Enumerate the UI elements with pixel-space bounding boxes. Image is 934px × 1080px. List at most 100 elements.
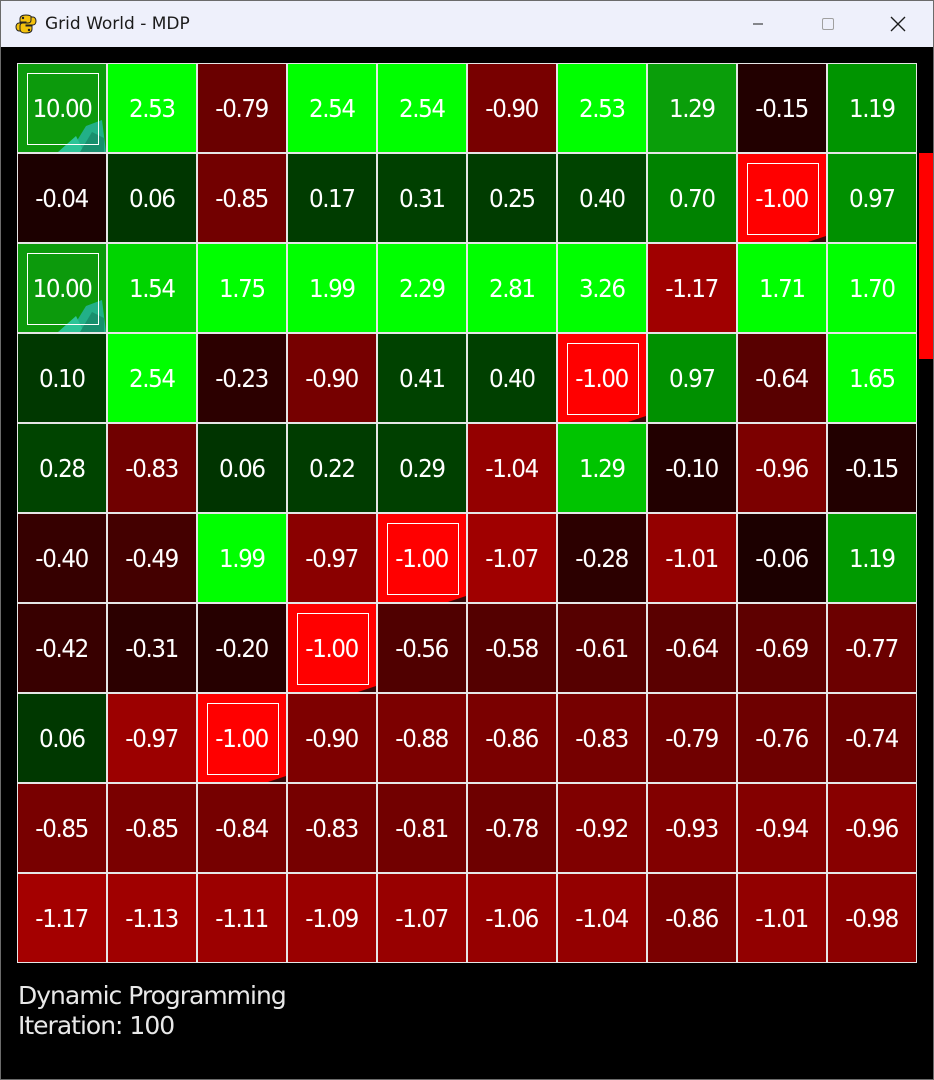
grid-cell: 1.75 <box>197 243 287 333</box>
cell-value: 1.29 <box>579 453 626 483</box>
cell-value: -0.86 <box>665 903 720 933</box>
cell-value: -1.17 <box>35 903 90 933</box>
trap-frame <box>387 523 459 595</box>
grid-cell: -0.15 <box>827 423 917 513</box>
trap-marker-icon <box>448 596 466 602</box>
cell-value: -0.23 <box>215 363 270 393</box>
cell-value: -0.58 <box>485 633 540 663</box>
cell-value: 0.10 <box>39 363 86 393</box>
grid-cell: -0.85 <box>107 783 197 873</box>
minimize-button[interactable] <box>723 1 793 47</box>
maximize-button[interactable] <box>793 1 863 47</box>
cell-value: -0.83 <box>125 453 180 483</box>
cell-value: -1.07 <box>485 543 540 573</box>
trap-marker-icon <box>268 776 286 782</box>
cell-value: -0.85 <box>35 813 90 843</box>
grid-cell: -0.77 <box>827 603 917 693</box>
cell-value: -1.00 <box>755 183 810 213</box>
grid-cell: -0.83 <box>107 423 197 513</box>
grid-cell: -0.85 <box>17 783 107 873</box>
grid-cell: -0.49 <box>107 513 197 603</box>
grid-cell: 3.26 <box>557 243 647 333</box>
cell-value: -0.90 <box>305 363 360 393</box>
grid-cell: -0.94 <box>737 783 827 873</box>
grid-cell: -0.78 <box>467 783 557 873</box>
python-snake-icon <box>15 14 37 34</box>
grid-cell: 2.53 <box>557 63 647 153</box>
cell-value: 0.70 <box>669 183 716 213</box>
cell-value: 2.29 <box>399 273 446 303</box>
grid-cell: -0.96 <box>827 783 917 873</box>
grid-cell: 1.19 <box>827 513 917 603</box>
cell-value: 2.54 <box>129 363 176 393</box>
goal-frame <box>27 253 99 325</box>
grid-cell: -1.06 <box>467 873 557 963</box>
cell-value: -1.04 <box>575 903 630 933</box>
title-bar[interactable]: Grid World - MDP <box>1 1 933 47</box>
trap-marker-icon <box>628 416 646 422</box>
close-button[interactable] <box>863 1 933 47</box>
cell-value: 0.17 <box>309 183 356 213</box>
grid-cell: -1.07 <box>377 873 467 963</box>
grid-cell: -0.42 <box>17 603 107 693</box>
cell-value: 1.19 <box>849 93 896 123</box>
cell-value: 0.40 <box>579 183 626 213</box>
cell-value: -0.15 <box>845 453 900 483</box>
grid-cell: 1.99 <box>197 513 287 603</box>
grid-cell: -1.00 <box>737 153 827 243</box>
cell-value: -0.98 <box>845 903 900 933</box>
cell-value: -1.07 <box>395 903 450 933</box>
grid-cell: 10.00 <box>17 63 107 153</box>
grid-cell: -0.28 <box>557 513 647 603</box>
cell-value: -0.86 <box>485 723 540 753</box>
cell-value: -0.56 <box>395 633 450 663</box>
grid-cell: -0.90 <box>287 693 377 783</box>
grid-cell: -1.01 <box>647 513 737 603</box>
cell-value: -0.04 <box>35 183 90 213</box>
cell-value: 3.26 <box>579 273 626 303</box>
grid-cell: -0.81 <box>377 783 467 873</box>
grid-cell: -0.90 <box>467 63 557 153</box>
grid-cell: 0.31 <box>377 153 467 243</box>
cell-value: -0.96 <box>845 813 900 843</box>
cell-value: -0.93 <box>665 813 720 843</box>
cell-value: -0.78 <box>485 813 540 843</box>
cell-value: -1.06 <box>485 903 540 933</box>
grid-cell: -0.93 <box>647 783 737 873</box>
grid-cell: 0.22 <box>287 423 377 513</box>
cell-value: 2.81 <box>489 273 536 303</box>
window-controls <box>723 1 933 47</box>
grid-cell: -0.69 <box>737 603 827 693</box>
cell-value: 2.54 <box>399 93 446 123</box>
cell-value: -0.31 <box>125 633 180 663</box>
cell-value: -0.20 <box>215 633 270 663</box>
grid-cell: -1.00 <box>557 333 647 423</box>
grid-cell: 0.29 <box>377 423 467 513</box>
cell-value: 1.99 <box>219 543 266 573</box>
cell-value: -1.09 <box>305 903 360 933</box>
grid-cell: 0.41 <box>377 333 467 423</box>
grid-cell: -0.74 <box>827 693 917 783</box>
grid-cell: -1.00 <box>197 693 287 783</box>
game-canvas[interactable]: 10.00 2.53 -0.79 2.54 2.54 -0.90 2.53 1.29 -0.15… <box>1 48 933 1079</box>
cell-value: -0.77 <box>845 633 900 663</box>
cell-value: 0.28 <box>39 453 86 483</box>
cell-value: -1.00 <box>215 723 270 753</box>
cell-value: -1.00 <box>395 543 450 573</box>
cell-value: -1.01 <box>665 543 720 573</box>
grid-cell: -0.23 <box>197 333 287 423</box>
cell-value: -0.81 <box>395 813 450 843</box>
cell-value: -1.17 <box>665 273 720 303</box>
cell-value: 0.97 <box>849 183 896 213</box>
grid-cell: 0.25 <box>467 153 557 243</box>
cell-value: -1.04 <box>485 453 540 483</box>
grid-cell: -0.20 <box>197 603 287 693</box>
iteration-label: Iteration: 100 <box>18 1011 175 1040</box>
cell-value: 0.06 <box>39 723 86 753</box>
grid-cell: -1.00 <box>287 603 377 693</box>
cell-value: -0.79 <box>215 93 270 123</box>
grid-cell: 2.54 <box>107 333 197 423</box>
grid-cell: 10.00 <box>17 243 107 333</box>
cell-value: -1.01 <box>755 903 810 933</box>
grid-cell: -0.64 <box>647 603 737 693</box>
